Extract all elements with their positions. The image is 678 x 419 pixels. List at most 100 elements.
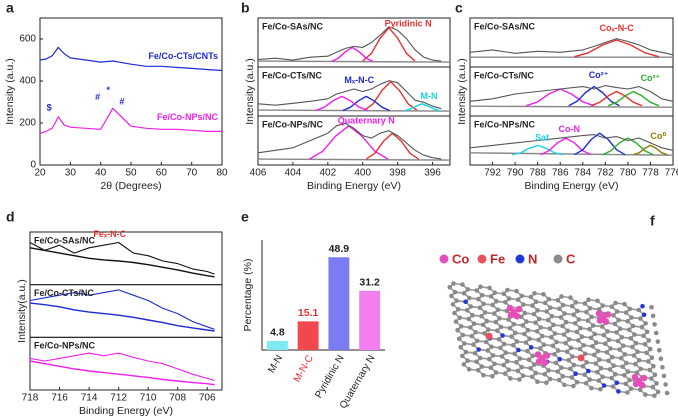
value-label: 31.2: [359, 277, 380, 289]
atom: [633, 361, 638, 367]
atom: [590, 323, 596, 328]
atom: [614, 309, 620, 314]
atom: [474, 338, 480, 344]
atom: [573, 371, 578, 377]
atom: [582, 301, 588, 306]
atom: [582, 372, 587, 378]
spectrum-line: [257, 26, 442, 62]
atom: [595, 348, 601, 354]
atom: [501, 362, 506, 368]
atom: [515, 297, 521, 303]
annotation: *: [106, 85, 110, 95]
atom: [663, 382, 668, 387]
atom: [498, 345, 503, 351]
atom: [528, 345, 534, 350]
atom: [652, 322, 657, 327]
subplot-name: Fe/Co-CTs/NC: [262, 70, 322, 80]
atom: [559, 294, 564, 299]
x-tick-label: 400: [354, 168, 371, 179]
atom: [487, 285, 492, 291]
atom: [474, 359, 479, 365]
atom: [458, 345, 464, 350]
metal-atom: [632, 380, 640, 388]
atom: [544, 309, 549, 314]
atom: [590, 344, 595, 349]
spectrum-line: [364, 80, 418, 111]
atom: [652, 393, 657, 399]
x-tick-label: 782: [597, 168, 614, 179]
atom: [569, 375, 575, 380]
spectrum-line: [469, 152, 674, 156]
atom: [452, 289, 458, 295]
atom: [529, 374, 535, 380]
atom: [508, 376, 513, 381]
atom: [581, 343, 586, 348]
spectrum-line: [257, 158, 451, 161]
x-tick-label: 778: [642, 168, 659, 179]
metal-atom: [506, 304, 514, 312]
panel-label: a: [6, 0, 14, 16]
atom: [564, 349, 570, 355]
legend-swatch: [477, 254, 487, 264]
spectrum-line: [257, 109, 451, 112]
x-tick-label: 792: [484, 168, 501, 179]
atom: [466, 367, 472, 372]
atom: [524, 319, 529, 324]
x-axis-label: 2θ (Degrees): [100, 180, 161, 192]
atom: [562, 382, 567, 388]
panel-label: b: [241, 0, 250, 16]
atom: [530, 353, 535, 359]
atom: [542, 371, 548, 377]
annotation: Co⁰: [650, 131, 666, 141]
atom: [649, 305, 654, 310]
subplot-name: Fe/Co-NPs/NC: [262, 119, 324, 129]
atom: [547, 376, 553, 382]
atom: [592, 331, 598, 337]
atom: [469, 333, 475, 339]
atom: [625, 390, 630, 395]
plot-frame: [39, 17, 223, 166]
annotation: Co²⁺: [589, 70, 609, 80]
atom: [597, 357, 602, 363]
atom: [479, 293, 485, 298]
atom: [635, 349, 640, 355]
atom: [560, 374, 566, 379]
metal-atom: [604, 311, 612, 318]
atom: [541, 292, 546, 297]
atom: [639, 324, 645, 330]
atom: [506, 317, 511, 322]
spectrum-line: [362, 27, 416, 62]
atom: [618, 355, 624, 361]
atom: [644, 350, 649, 356]
atom: [535, 308, 540, 313]
atom: [553, 360, 559, 366]
atom: [647, 367, 652, 373]
x-tick-label: 712: [110, 393, 127, 404]
x-tick-label: 50: [125, 168, 137, 179]
atom: [540, 333, 545, 339]
atom: [595, 369, 600, 375]
x-tick-label: 784: [574, 168, 591, 179]
atom: [449, 293, 454, 299]
atom: [617, 326, 623, 332]
x-tick-label: 776: [665, 168, 678, 179]
atom: [633, 340, 639, 346]
atom: [456, 336, 462, 342]
atom: [542, 300, 548, 306]
subplot-name: Fe/Co-SAs/NC: [474, 21, 536, 31]
spectrum-line: [512, 144, 564, 156]
atom: [637, 387, 643, 393]
subplot-name: Fe/Co-SAs/NC: [34, 235, 96, 245]
spectrum-line: [403, 103, 441, 112]
series-label: Fe/Co-CTs/CNTs: [148, 51, 218, 61]
metal-atom: [515, 305, 523, 313]
spectrum-line: [633, 144, 668, 156]
atom: [481, 301, 486, 307]
x-tick-label: 404: [285, 168, 302, 179]
atom: [651, 363, 656, 369]
atom: [664, 390, 670, 396]
atom: [615, 338, 621, 344]
annotation: Coₓ-N-C: [599, 23, 634, 33]
atom: [536, 337, 541, 343]
atom: [625, 369, 631, 374]
